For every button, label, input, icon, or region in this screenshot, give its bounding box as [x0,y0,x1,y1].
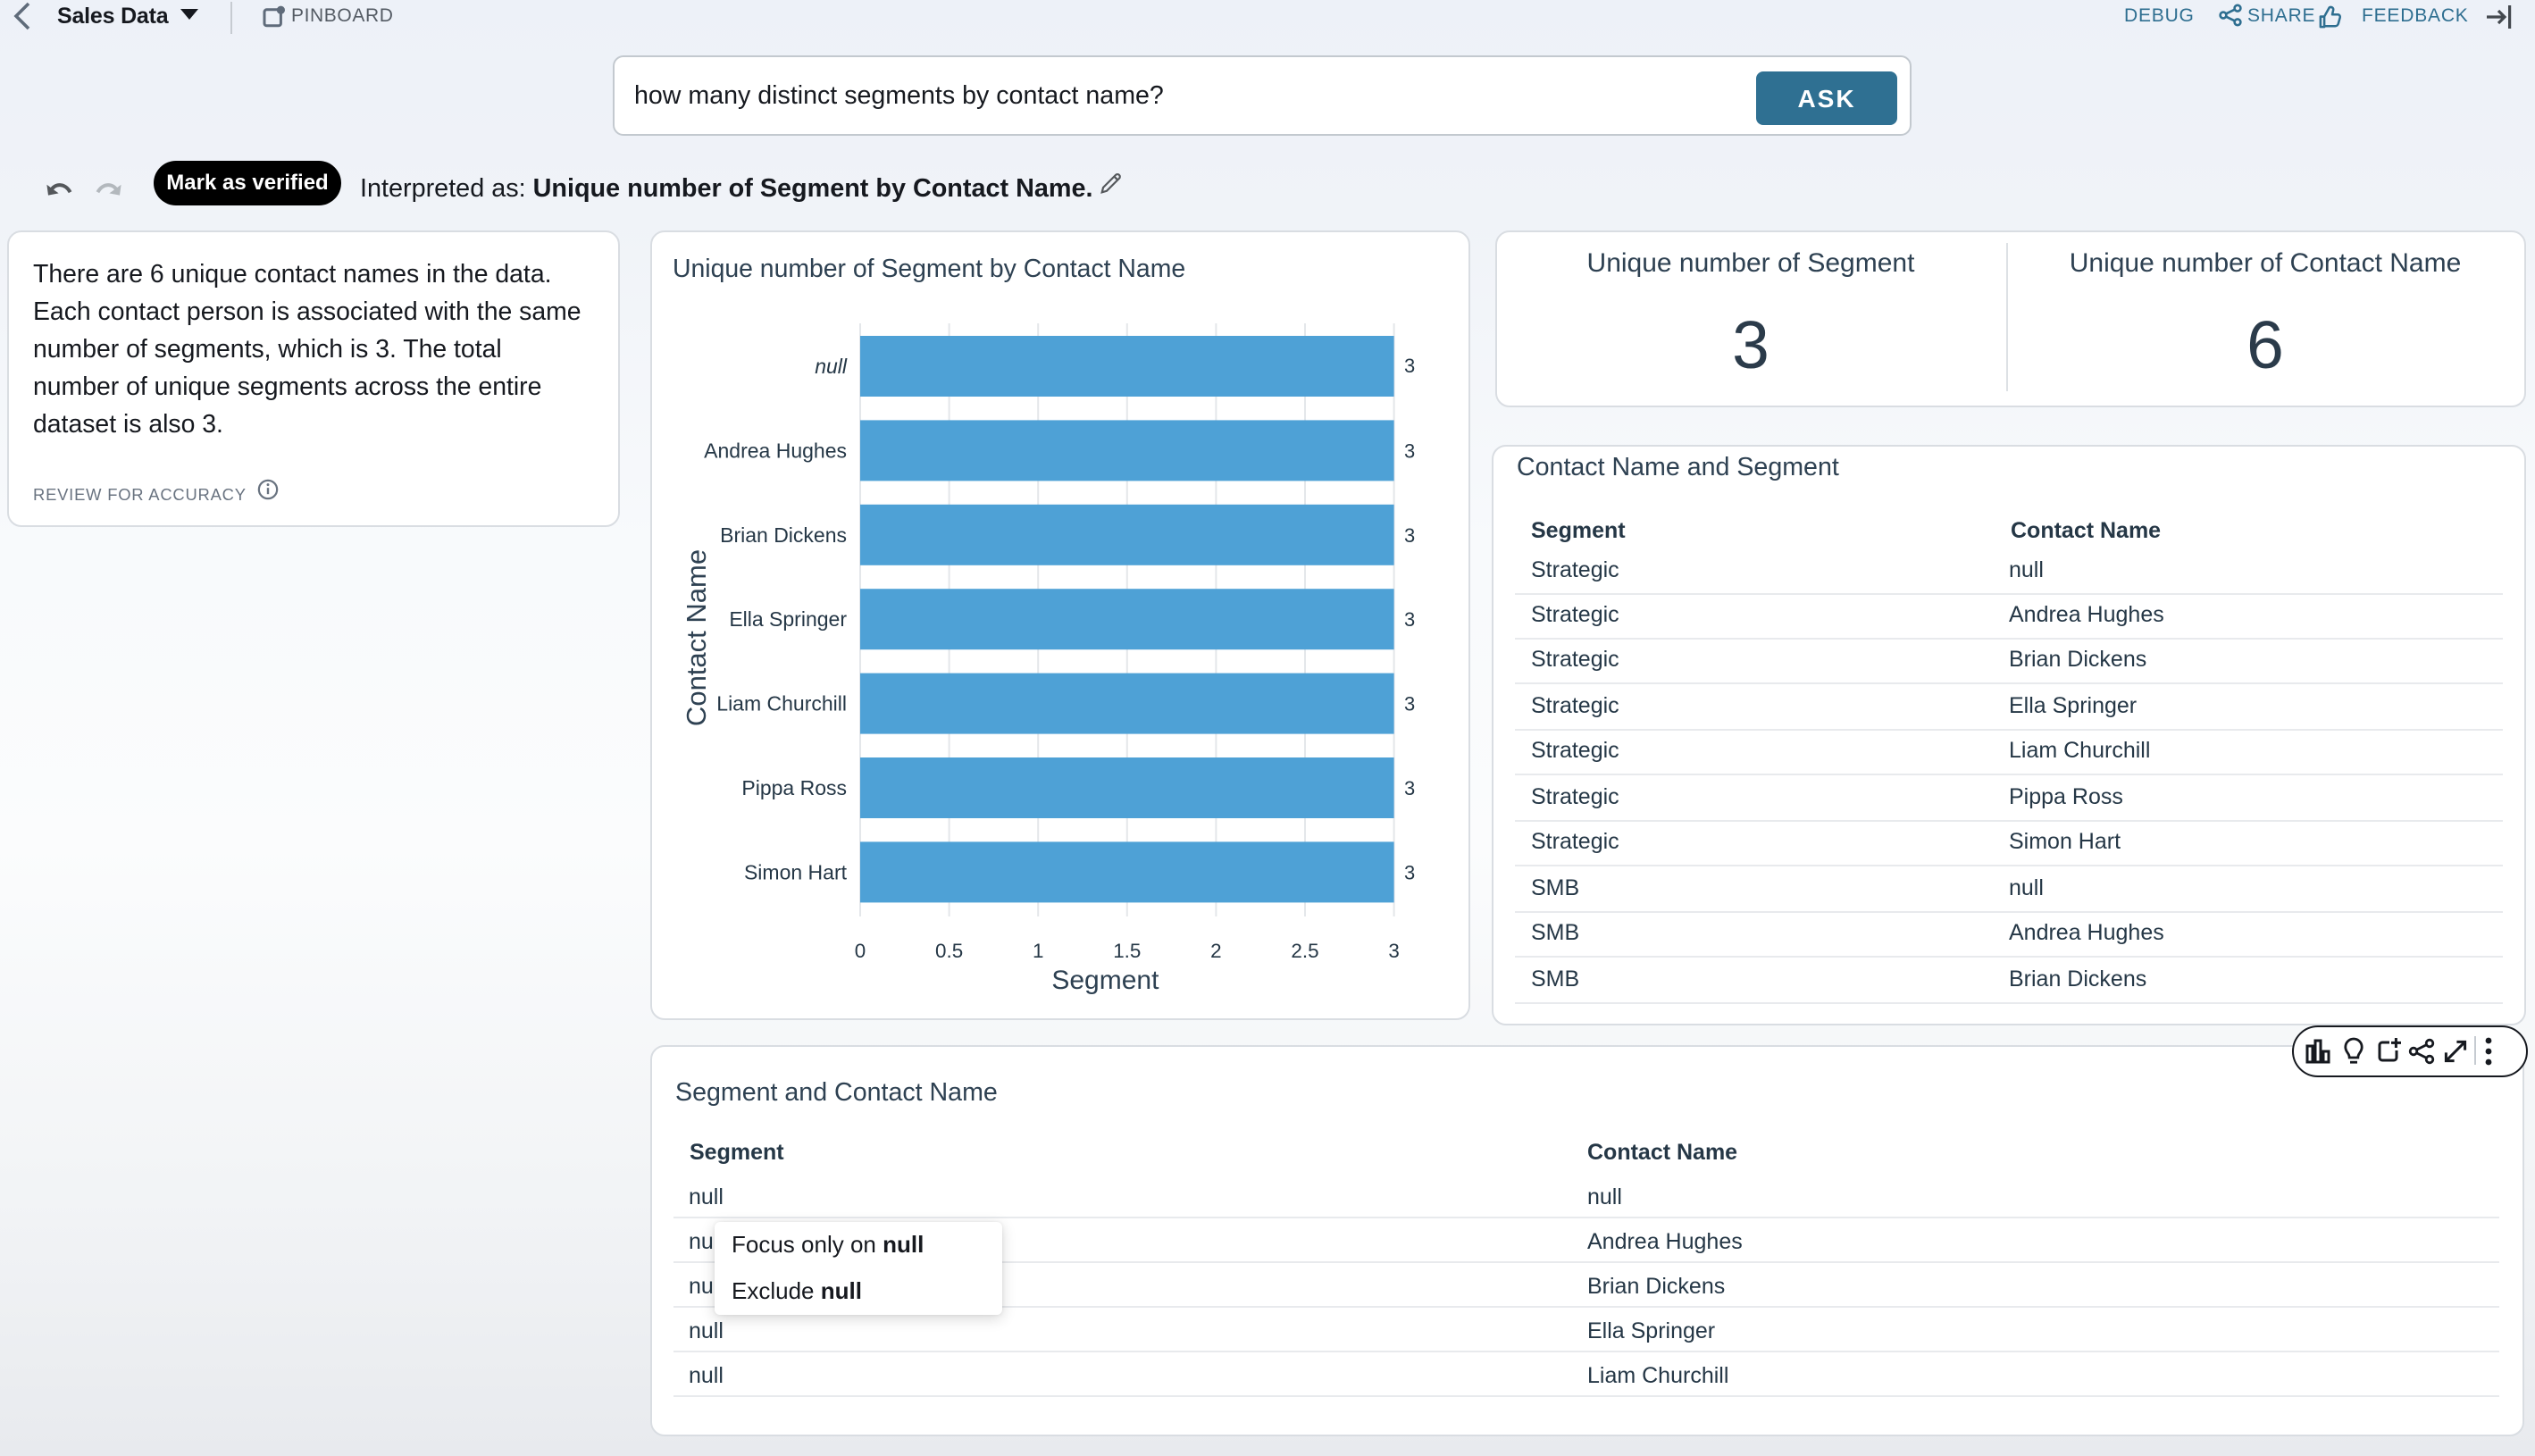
svg-text:Andrea Hughes: Andrea Hughes [703,439,846,462]
svg-text:Pippa Ross: Pippa Ross [740,776,846,799]
svg-text:Brian Dickens: Brian Dickens [719,523,846,547]
svg-text:null: null [814,355,847,378]
svg-text:Ella Springer: Ella Springer [728,607,846,631]
svg-text:3: 3 [1403,608,1414,631]
svg-text:3: 3 [1403,355,1414,377]
svg-text:1: 1 [1032,940,1042,962]
svg-text:3: 3 [1403,693,1414,715]
svg-text:2.5: 2.5 [1290,940,1318,962]
svg-text:3: 3 [1403,861,1414,883]
svg-text:2: 2 [1209,940,1220,962]
svg-text:3: 3 [1403,777,1414,799]
svg-text:3: 3 [1403,524,1414,547]
svg-text:0.5: 0.5 [934,940,962,962]
svg-text:Segment: Segment [1050,966,1159,995]
svg-text:3: 3 [1403,439,1414,462]
svg-text:1.5: 1.5 [1112,940,1140,962]
svg-text:3: 3 [1387,940,1398,962]
svg-text:Contact Name: Contact Name [680,549,711,726]
svg-text:Liam Churchill: Liam Churchill [715,692,846,715]
svg-text:Simon Hart: Simon Hart [743,860,847,883]
svg-text:0: 0 [854,940,865,962]
